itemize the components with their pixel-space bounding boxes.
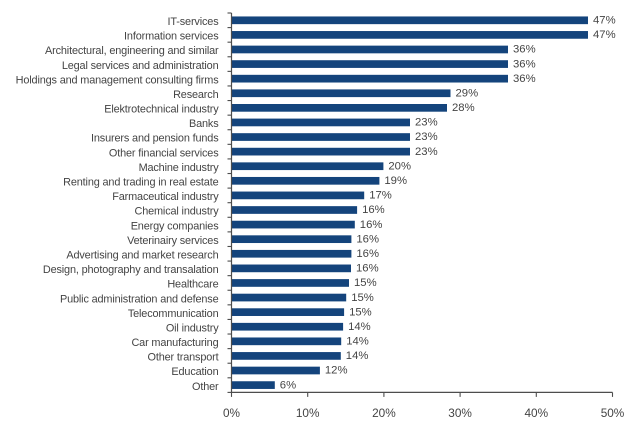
svg-text:17%: 17% <box>369 190 392 202</box>
svg-text:Machine industry: Machine industry <box>139 162 220 174</box>
svg-text:Chemical industry: Chemical industry <box>134 206 219 218</box>
svg-text:19%: 19% <box>384 175 407 187</box>
svg-text:50%: 50% <box>601 406 625 420</box>
svg-text:15%: 15% <box>351 292 374 304</box>
svg-text:47%: 47% <box>593 15 616 27</box>
svg-text:47%: 47% <box>593 29 616 41</box>
svg-text:36%: 36% <box>513 73 536 85</box>
svg-text:Elektrotechnical industry: Elektrotechnical industry <box>104 104 219 116</box>
svg-text:Car manufacturing: Car manufacturing <box>131 337 218 349</box>
svg-text:Other financial services: Other financial services <box>109 147 219 159</box>
svg-text:Telecommunication: Telecommunication <box>128 308 219 320</box>
svg-text:Other transport: Other transport <box>148 352 219 364</box>
svg-text:Holdings and management consul: Holdings and management consulting firms <box>16 74 220 86</box>
svg-text:23%: 23% <box>415 131 438 143</box>
svg-text:14%: 14% <box>346 336 369 348</box>
svg-text:12%: 12% <box>325 365 348 377</box>
svg-text:Veterinairy services: Veterinairy services <box>127 235 219 247</box>
svg-text:15%: 15% <box>354 277 377 289</box>
svg-text:16%: 16% <box>356 263 379 275</box>
svg-text:Education: Education <box>171 366 218 378</box>
svg-text:36%: 36% <box>513 44 536 56</box>
svg-text:15%: 15% <box>349 306 372 318</box>
svg-text:Information services: Information services <box>124 31 219 43</box>
svg-text:16%: 16% <box>356 233 379 245</box>
svg-text:10%: 10% <box>296 406 320 420</box>
svg-text:14%: 14% <box>346 350 369 362</box>
svg-text:Healthcare: Healthcare <box>167 279 218 291</box>
svg-text:Advertising and market researc: Advertising and market research <box>66 249 218 261</box>
svg-text:IT-services: IT-services <box>168 16 220 28</box>
svg-text:Energy companies: Energy companies <box>131 220 220 232</box>
svg-text:Insurers and pension funds: Insurers and pension funds <box>91 133 219 145</box>
svg-text:20%: 20% <box>388 160 411 172</box>
svg-text:23%: 23% <box>415 117 438 129</box>
svg-text:Design, photography and transa: Design, photography and transalation <box>43 264 219 276</box>
svg-text:29%: 29% <box>456 87 479 99</box>
svg-text:0%: 0% <box>223 406 241 420</box>
svg-text:Research: Research <box>173 89 219 101</box>
svg-text:16%: 16% <box>356 248 379 260</box>
svg-text:Legal services and administrat: Legal services and administration <box>62 60 219 72</box>
svg-text:14%: 14% <box>348 321 371 333</box>
svg-text:23%: 23% <box>415 146 438 158</box>
svg-text:28%: 28% <box>452 102 475 114</box>
svg-text:36%: 36% <box>513 58 536 70</box>
svg-text:Architectural, engineering and: Architectural, engineering and similar <box>45 45 219 57</box>
svg-text:Other: Other <box>192 381 219 393</box>
svg-text:20%: 20% <box>372 406 396 420</box>
svg-text:Oil industry: Oil industry <box>166 322 219 334</box>
svg-text:30%: 30% <box>448 406 472 420</box>
svg-text:16%: 16% <box>362 204 385 216</box>
svg-text:6%: 6% <box>280 379 296 391</box>
svg-text:Banks: Banks <box>189 118 219 130</box>
svg-text:40%: 40% <box>524 406 548 420</box>
svg-text:Renting and trading in real es: Renting and trading in real estate <box>63 177 218 189</box>
svg-text:Farmaceutical industry: Farmaceutical industry <box>112 191 219 203</box>
svg-text:16%: 16% <box>360 219 383 231</box>
svg-text:Public administration and defe: Public administration and defense <box>60 293 219 305</box>
